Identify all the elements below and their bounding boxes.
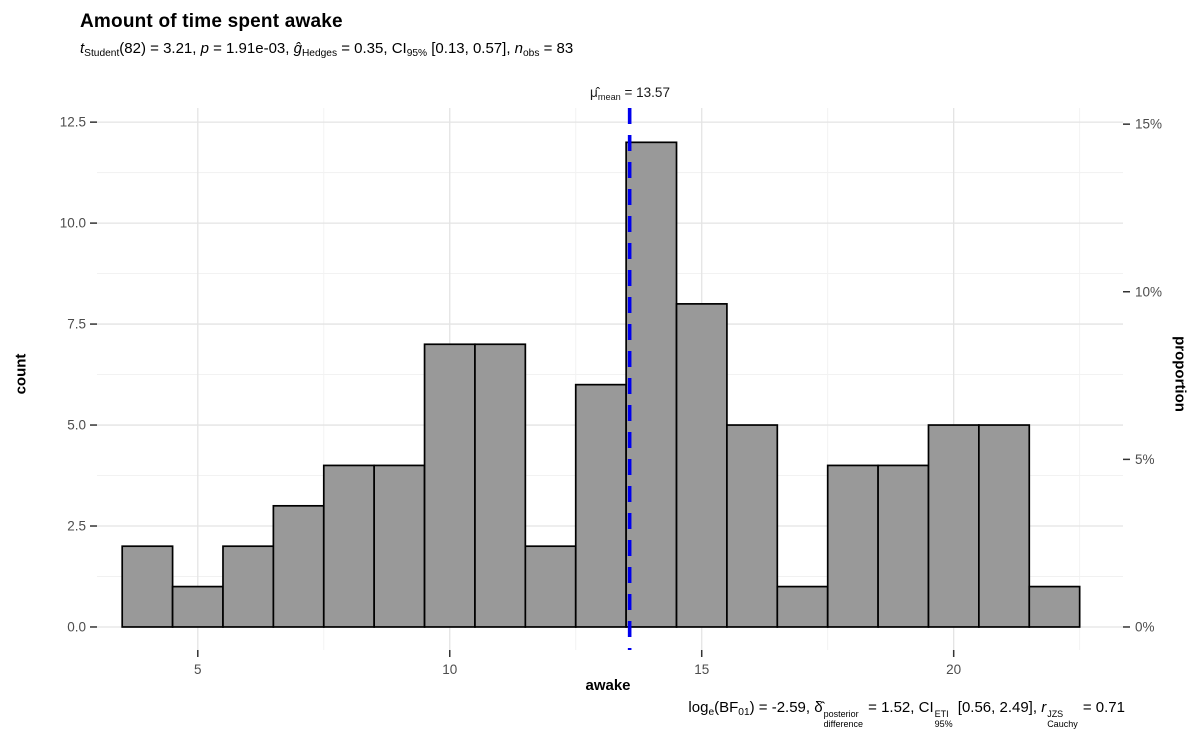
histogram-bar	[222, 545, 275, 628]
histogram-bar	[776, 585, 829, 628]
plot-title: Amount of time spent awake	[80, 11, 343, 32]
histogram-bar	[524, 545, 577, 628]
histogram-bar	[978, 424, 1031, 628]
y-tick-label-left: 7.5	[67, 317, 86, 332]
histogram-bar	[675, 303, 728, 628]
y-axis-title-count: count	[12, 353, 30, 395]
mean-annotation-label: μ̂mean = 13.57	[590, 85, 670, 102]
y-tick-label-left: 12.5	[60, 115, 86, 130]
plot-subtitle-frequentist-stats: tStudent(82) = 3.21, p = 1.91e-03, ĝHedg…	[80, 40, 574, 60]
x-tick-label: 15	[694, 662, 709, 677]
y-tick-label-right: 0%	[1135, 619, 1155, 634]
y-tick-label-left: 2.5	[67, 519, 86, 534]
x-tick-label: 10	[442, 662, 457, 677]
y-tick-label-left: 0.0	[67, 619, 86, 634]
y-tick-label-right: 5%	[1135, 452, 1155, 467]
y-tick-label-right: 10%	[1135, 284, 1162, 299]
stacked-script: JZS Cauchy	[1047, 708, 1078, 730]
histogram-bar	[423, 343, 476, 628]
histogram-bar	[171, 585, 224, 628]
histogram-bar	[322, 464, 376, 628]
histogram-bar	[826, 464, 879, 628]
histogram-bar	[625, 141, 678, 628]
histogram-bar	[272, 504, 325, 628]
histogram-bar	[474, 343, 527, 628]
histogram-bar	[1028, 585, 1081, 628]
x-axis-title-awake: awake	[585, 677, 631, 694]
stacked-script: posterior difference	[823, 708, 863, 730]
y-axis-title-proportion: proportion	[1171, 336, 1189, 412]
histogram-bar	[121, 545, 174, 628]
histogram-bar	[574, 383, 627, 628]
y-tick-label-right: 15%	[1135, 117, 1162, 132]
y-tick-label-left: 10.0	[60, 216, 86, 231]
plot-caption-bayesian-stats: loge(BF01) = -2.59, δ̂ posterior differenc…	[688, 699, 1125, 730]
y-tick-label-left: 5.0	[67, 418, 86, 433]
histogram-bar	[927, 424, 980, 628]
x-tick-label: 20	[946, 662, 961, 677]
histogram-bar	[877, 464, 930, 628]
histogram-bar	[373, 464, 426, 628]
stacked-script: ETI 95%	[934, 708, 953, 730]
histogram-bar	[726, 424, 779, 628]
x-tick-label: 5	[194, 662, 202, 677]
